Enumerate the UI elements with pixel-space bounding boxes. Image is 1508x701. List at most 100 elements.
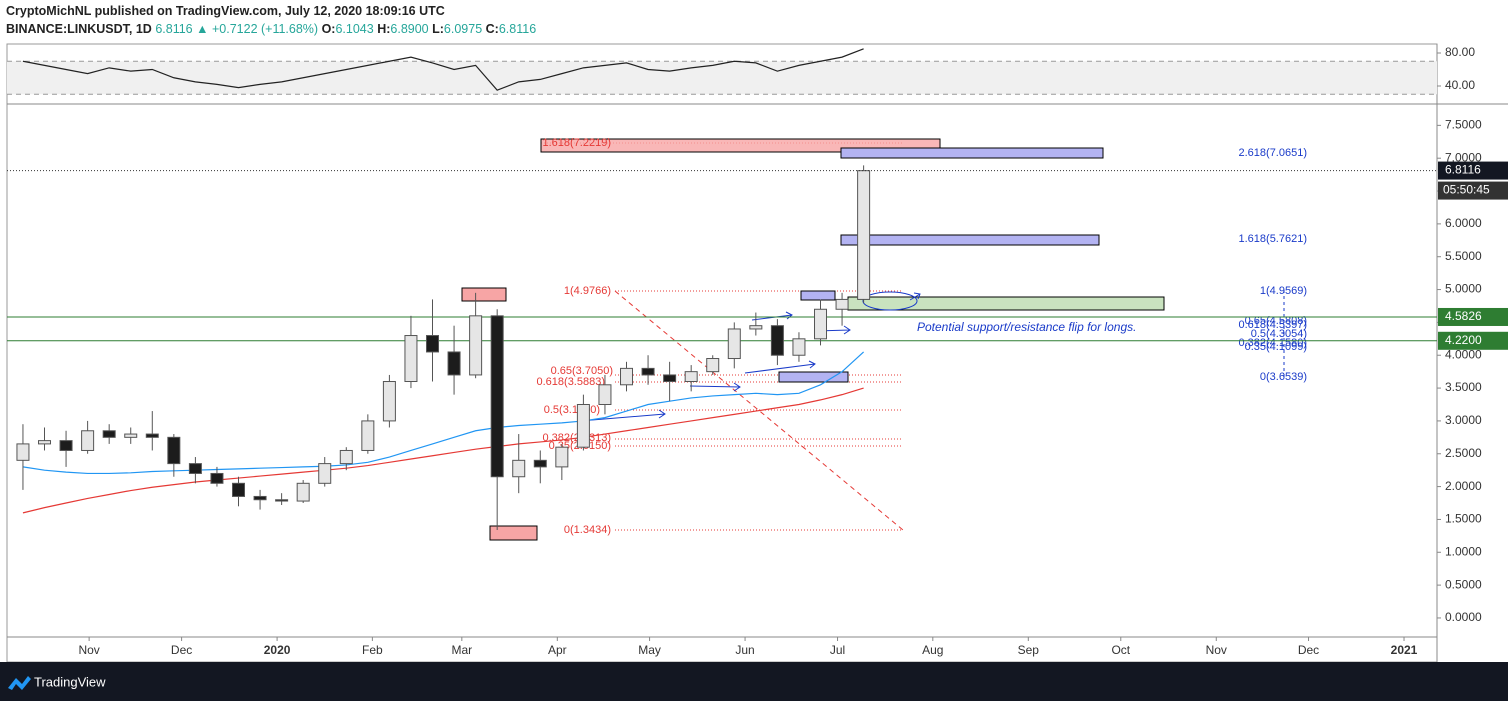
candle-body (641, 367, 655, 376)
candle-body (533, 459, 547, 468)
fib-label: 2.618(7.0651) (1239, 147, 1308, 159)
candle-body (124, 433, 138, 438)
x-tick-label: Feb (362, 643, 383, 657)
candle-body (684, 371, 698, 383)
change: +0.7122 (+11.68%) (212, 22, 318, 36)
candle-body (706, 358, 720, 373)
zone (540, 138, 941, 153)
zone (840, 234, 1100, 246)
candle-body (382, 381, 396, 422)
zone (489, 525, 538, 541)
candle-body (361, 420, 375, 451)
x-tick-label: Oct (1111, 643, 1130, 657)
candle-body (749, 325, 763, 330)
zone (847, 296, 1165, 311)
candle-body (339, 449, 353, 465)
countdown-tag (1438, 181, 1508, 200)
candle-body (814, 308, 828, 340)
zone (778, 371, 849, 383)
fib-label: 0(1.3434) (564, 524, 611, 536)
y-tick-label: 0.0000 (1445, 610, 1482, 624)
h: 6.8900 (390, 22, 428, 36)
x-tick-label: Dec (1298, 643, 1319, 657)
y-tick-label: 2.5000 (1445, 446, 1482, 460)
level-tag-label: 4.5826 (1445, 309, 1482, 323)
candle-body (16, 443, 30, 461)
candle-body (404, 335, 418, 383)
footer (0, 662, 1508, 701)
x-tick-label: Nov (1206, 643, 1227, 657)
fib-label: 1(4.9569) (1260, 285, 1307, 297)
rsi-line (22, 48, 864, 91)
candle-body (469, 315, 483, 376)
fib-label: 1(4.9766) (564, 285, 611, 297)
arrow (744, 360, 816, 374)
fib-label: 0(3.6539) (1260, 371, 1307, 383)
rsi-tick-label: 80.00 (1445, 45, 1475, 59)
note: Potential support/resistance flip for lo… (917, 320, 1136, 334)
candle-body (490, 315, 504, 478)
x-tick-label: May (638, 643, 661, 657)
candle-body (770, 325, 784, 356)
x-tick-label: Sep (1018, 643, 1040, 657)
y-tick-label: 0.5000 (1445, 577, 1482, 591)
y-tick-label: 1.5000 (1445, 512, 1482, 526)
l: 6.0975 (444, 22, 482, 36)
candle-body (792, 338, 806, 356)
candle-body (835, 298, 849, 310)
brand: TradingView (34, 674, 106, 689)
circle (862, 291, 918, 311)
fib-label: 0.5(3.1600) (544, 404, 600, 416)
logo (8, 676, 31, 690)
y-tick-label: 7.0000 (1445, 150, 1482, 164)
zone (800, 290, 836, 301)
x-tick-label: Nov (78, 643, 99, 657)
last-price-label: 6.8116 (1445, 163, 1481, 177)
candle-body (727, 328, 741, 360)
zone (840, 147, 1104, 159)
fib-label: 0.382(4.1580) (1239, 337, 1308, 349)
x-tick-label: Apr (548, 643, 567, 657)
rsi-tick-label: 40.00 (1445, 78, 1475, 92)
candle-body (426, 335, 440, 353)
fib-label: 0.65(4.5808) (1245, 315, 1307, 327)
fib-label: 1.618(7.2219) (543, 137, 612, 149)
y-tick-label: 2.0000 (1445, 479, 1482, 493)
x-tick-label: Aug (922, 643, 943, 657)
x-tick-label: 2021 (1391, 643, 1418, 657)
l-label: L: (432, 22, 444, 36)
arrow (689, 382, 741, 392)
arrow: ▲ (196, 22, 208, 36)
author: CryptoMichNL published on TradingView.co… (6, 4, 445, 18)
arrow (751, 311, 793, 321)
candle-body (296, 482, 310, 502)
x-tick-label: Mar (451, 643, 472, 657)
candle-body (210, 472, 224, 484)
arrows (579, 292, 921, 422)
fib-label: 0.618(4.5397) (1239, 319, 1308, 331)
last: 6.8116 (155, 22, 192, 36)
candle-body (555, 446, 569, 468)
candle-body (318, 463, 332, 484)
fib-label: 0.35(4.1099) (1245, 341, 1307, 353)
candle-body (188, 463, 202, 474)
symbol: BINANCE:LINKUSDT, 1D (6, 22, 152, 36)
y-tick-label: 4.0000 (1445, 347, 1482, 361)
candle-body (598, 384, 612, 405)
y-tick-label: 5.5000 (1445, 249, 1482, 263)
author-line: CryptoMichNL published on TradingView.co… (6, 4, 445, 18)
level-tag-label: 4.2200 (1445, 333, 1482, 347)
moving-average (22, 387, 864, 514)
x-tick-label: 2020 (264, 643, 291, 657)
x-tick-label: Dec (171, 643, 192, 657)
arrow (909, 292, 921, 301)
y-tick-label: 5.0000 (1445, 282, 1482, 296)
last-price-tag (1438, 161, 1508, 180)
c-label: C: (486, 22, 499, 36)
c: 6.8116 (499, 22, 536, 36)
candle-body (145, 433, 159, 438)
x-tick-label: Jun (735, 643, 754, 657)
candle-body (232, 482, 246, 497)
drawings (461, 138, 1285, 541)
